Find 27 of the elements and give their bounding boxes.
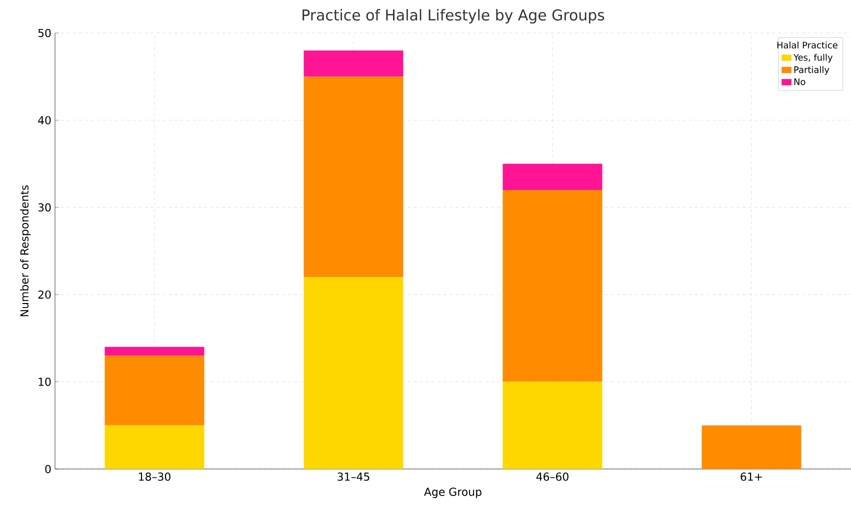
chart-title: Practice of Halal Lifestyle by Age Groups — [302, 9, 604, 24]
y-tick-label: 0 — [45, 464, 51, 474]
bar — [304, 277, 404, 469]
legend-label: No — [794, 78, 806, 86]
x-tick-label: 31–45 — [338, 472, 370, 481]
legend-label: Yes, fully — [793, 54, 833, 63]
bar — [304, 50, 404, 77]
x-tick-label: 18–30 — [139, 472, 170, 481]
y-tick-label: 50 — [38, 28, 51, 38]
bar — [502, 382, 602, 469]
y-tick-label: 30 — [38, 203, 51, 212]
bar — [702, 425, 802, 469]
bar — [502, 190, 602, 382]
y-tick-label: 10 — [38, 378, 51, 386]
x-tick-label: 46–60 — [536, 472, 568, 481]
x-tick-label: 61+ — [740, 472, 762, 481]
x-axis-title: Age Group — [424, 488, 482, 498]
bar — [304, 76, 404, 278]
bar — [104, 356, 204, 426]
legend-label: Partially — [794, 66, 830, 75]
y-tick-label: 40 — [38, 116, 51, 124]
legend-title: Halal Practice — [777, 42, 838, 48]
y-tick-label: 20 — [38, 290, 51, 299]
bar — [104, 425, 204, 469]
y-axis-title: Number of Respondents — [20, 185, 31, 316]
bar — [502, 164, 602, 190]
bar — [104, 346, 204, 356]
